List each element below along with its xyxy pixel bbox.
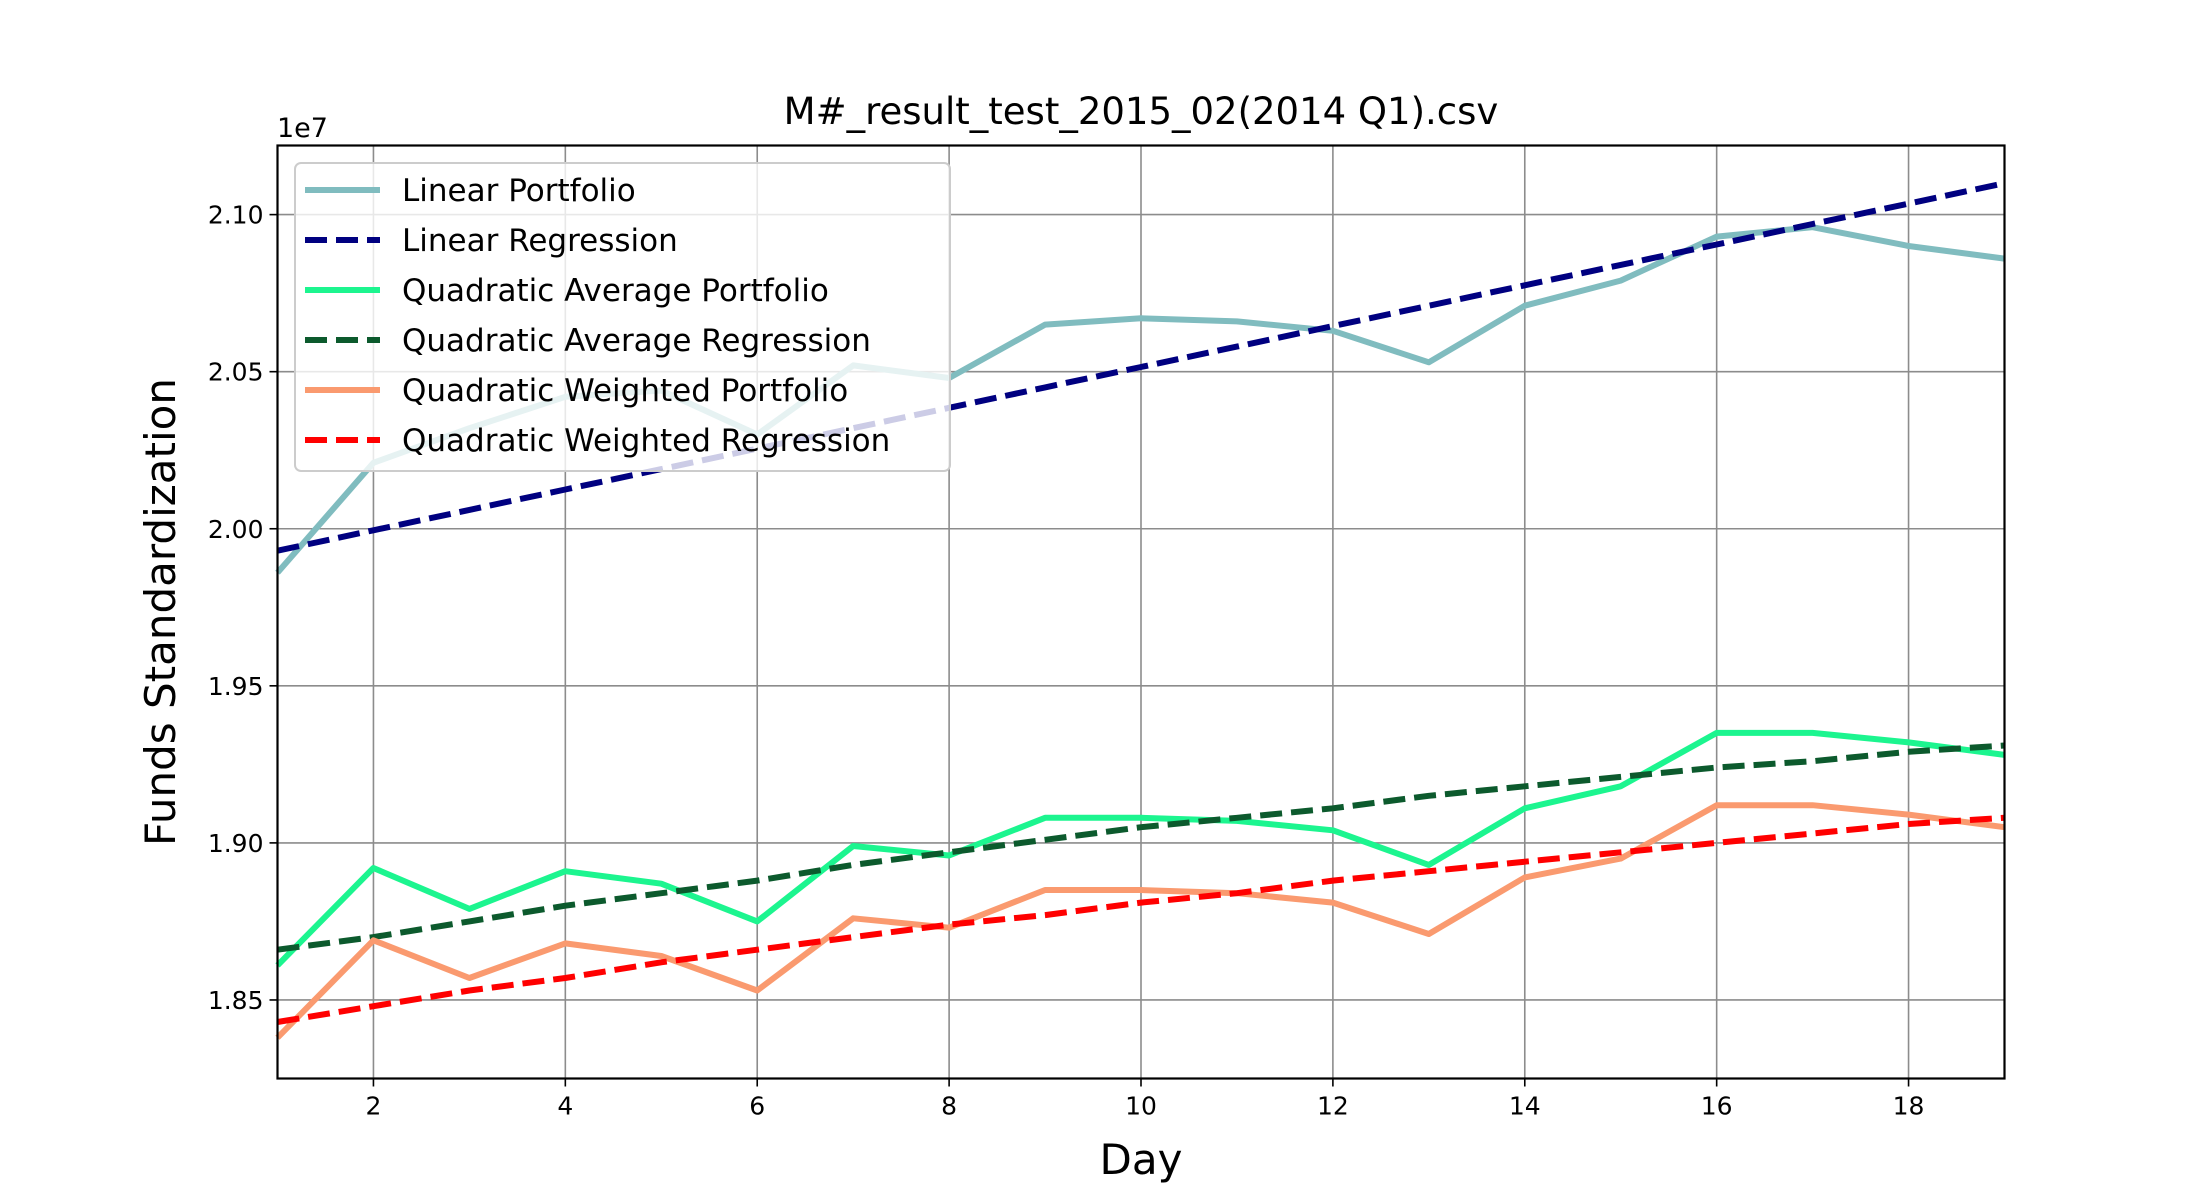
y-tick-label: 2.05 (208, 358, 264, 387)
x-axis-label: Day (1100, 1135, 1183, 1184)
legend-box (294, 162, 951, 472)
y-tick-label: 1.95 (208, 672, 264, 701)
legend-label-quadratic-weighted-portfolio: Quadratic Weighted Portfolio (402, 373, 848, 409)
x-tick-label: 6 (749, 1092, 765, 1121)
x-tick-label: 10 (1125, 1092, 1157, 1121)
series-line-quadratic-average-portfolio (275, 729, 2005, 968)
x-tick-label: 14 (1509, 1092, 1541, 1121)
y-axis-ticks: 1.85 1.90 1.95 2.00 2.05 2.10 (208, 201, 278, 1015)
series-line-quadratic-average-regression (277, 742, 2005, 953)
series-line-quadratic-weighted-portfolio (275, 802, 2005, 1040)
legend-label-linear-regression: Linear Regression (402, 223, 678, 259)
legend-label-quadratic-average-regression: Quadratic Average Regression (402, 323, 871, 359)
y-axis-offset-label: 1e7 (277, 113, 328, 144)
series-line-quadratic-weighted-regression (277, 814, 2005, 1025)
legend-label-quadratic-average-portfolio: Quadratic Average Portfolio (402, 273, 829, 309)
legend-label-quadratic-weighted-regression: Quadratic Weighted Regression (402, 423, 890, 459)
legend-label-linear-portfolio: Linear Portfolio (402, 173, 636, 209)
chart-title: M#_result_test_2015_02(2014 Q1).csv (784, 90, 1499, 133)
x-tick-label: 12 (1317, 1092, 1349, 1121)
x-tick-label: 18 (1893, 1092, 1925, 1121)
legend: Linear Portfolio Linear Regression Quadrat… (294, 162, 951, 472)
y-tick-label: 1.85 (208, 986, 264, 1015)
x-tick-label: 8 (941, 1092, 957, 1121)
y-axis-label: Funds Standardization (136, 378, 185, 846)
x-tick-label: 4 (557, 1092, 573, 1121)
y-tick-label: 1.90 (208, 829, 264, 858)
y-tick-label: 2.10 (208, 201, 264, 230)
series-line-linear-regression (276, 180, 2006, 554)
x-tick-label: 2 (365, 1092, 381, 1121)
x-axis-ticks: 2 4 6 8 10 12 14 16 18 (365, 1078, 1925, 1121)
x-tick-label: 16 (1701, 1092, 1733, 1121)
y-tick-label: 2.00 (208, 515, 264, 544)
